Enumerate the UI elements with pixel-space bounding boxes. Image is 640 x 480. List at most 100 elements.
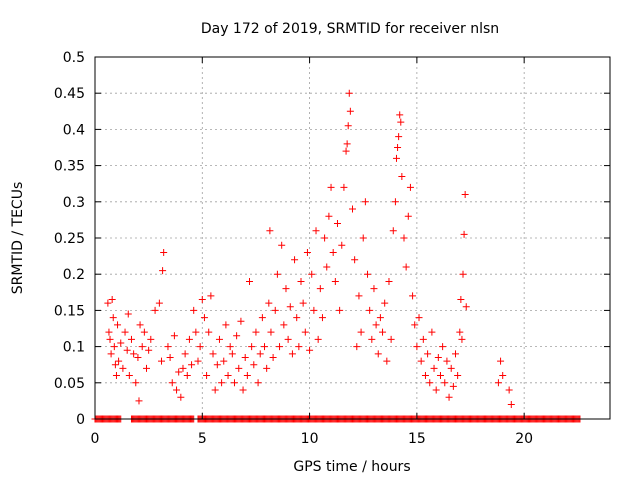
data-point [266, 227, 274, 235]
data-point [357, 328, 365, 336]
data-point [430, 364, 438, 372]
data-point [426, 379, 434, 387]
data-point [291, 256, 299, 264]
data-point [499, 372, 507, 380]
data-point [351, 256, 359, 264]
data-point [308, 270, 316, 278]
y-tick-label: 0.1 [63, 340, 85, 356]
data-point [284, 335, 292, 343]
data-point [230, 379, 238, 387]
y-tick-label: 0.15 [54, 303, 85, 319]
data-point [246, 277, 253, 285]
data-point [391, 198, 399, 206]
data-point [355, 292, 363, 300]
data-point [282, 285, 290, 293]
data-point [106, 335, 114, 343]
data-point [383, 357, 391, 365]
data-point [447, 364, 455, 372]
data-point [269, 353, 277, 361]
data-point [459, 270, 467, 278]
data-point [316, 285, 324, 293]
y-tick-label: 0 [76, 412, 85, 428]
data-point [130, 350, 138, 358]
data-point [243, 372, 251, 380]
data-point [353, 343, 361, 351]
y-axis-label: SRMTID / TECUs [10, 182, 26, 295]
data-point [188, 361, 196, 369]
data-point [159, 267, 167, 275]
data-point [192, 328, 200, 336]
data-point [345, 89, 353, 97]
data-point [397, 118, 405, 126]
data-point [273, 270, 281, 278]
data-point [385, 277, 393, 285]
x-tick-label: 10 [301, 431, 319, 447]
data-point [327, 183, 335, 191]
data-point [111, 361, 119, 369]
data-point [145, 346, 153, 354]
data-point [417, 357, 425, 365]
data-point [409, 292, 417, 300]
data-point [228, 350, 236, 358]
data-point [310, 306, 318, 314]
data-point [233, 332, 241, 340]
data-point [396, 111, 404, 119]
data-point [293, 314, 301, 322]
data-point [494, 379, 502, 387]
data-point [443, 357, 451, 365]
data-point [372, 321, 380, 329]
data-point [185, 335, 193, 343]
data-point [445, 393, 453, 401]
data-point [224, 372, 232, 380]
data-point [497, 357, 505, 365]
data-point [458, 335, 466, 343]
data-point [344, 122, 352, 130]
data-point [235, 364, 243, 372]
data-point [114, 321, 122, 329]
data-point [303, 248, 311, 256]
data-point [434, 353, 442, 361]
data-point [112, 372, 120, 380]
data-point [115, 357, 123, 365]
data-point [379, 328, 387, 336]
data-point [413, 343, 421, 351]
data-point [151, 306, 159, 314]
data-point [400, 234, 408, 242]
data-point [209, 350, 217, 358]
data-point [250, 361, 258, 369]
data-point [461, 191, 469, 199]
data-point [140, 328, 148, 336]
data-point [170, 332, 178, 340]
data-point [121, 328, 129, 336]
data-point [406, 183, 414, 191]
data-point [117, 339, 125, 347]
data-point [205, 328, 213, 336]
data-point [419, 335, 427, 343]
data-point [359, 234, 367, 242]
data-point [507, 401, 515, 409]
data-point [343, 140, 351, 148]
data-point [123, 346, 131, 354]
data-point [297, 277, 305, 285]
data-point [125, 372, 133, 380]
data-point [402, 263, 410, 271]
data-point [441, 379, 449, 387]
y-tick-label: 0.05 [54, 376, 85, 392]
data-point [424, 350, 432, 358]
data-point [457, 296, 465, 304]
data-point [329, 248, 337, 256]
x-tick-label: 5 [198, 431, 207, 447]
data-point [411, 321, 419, 329]
y-tick-label: 0.3 [63, 195, 85, 211]
data-point [314, 335, 322, 343]
data-point [190, 306, 198, 314]
x-tick-label: 0 [91, 431, 100, 447]
data-point [381, 299, 389, 307]
data-point [374, 350, 382, 358]
data-point [104, 299, 112, 307]
data-point [349, 205, 356, 213]
data-point [258, 314, 266, 322]
data-point [147, 335, 155, 343]
data-point [288, 350, 296, 358]
